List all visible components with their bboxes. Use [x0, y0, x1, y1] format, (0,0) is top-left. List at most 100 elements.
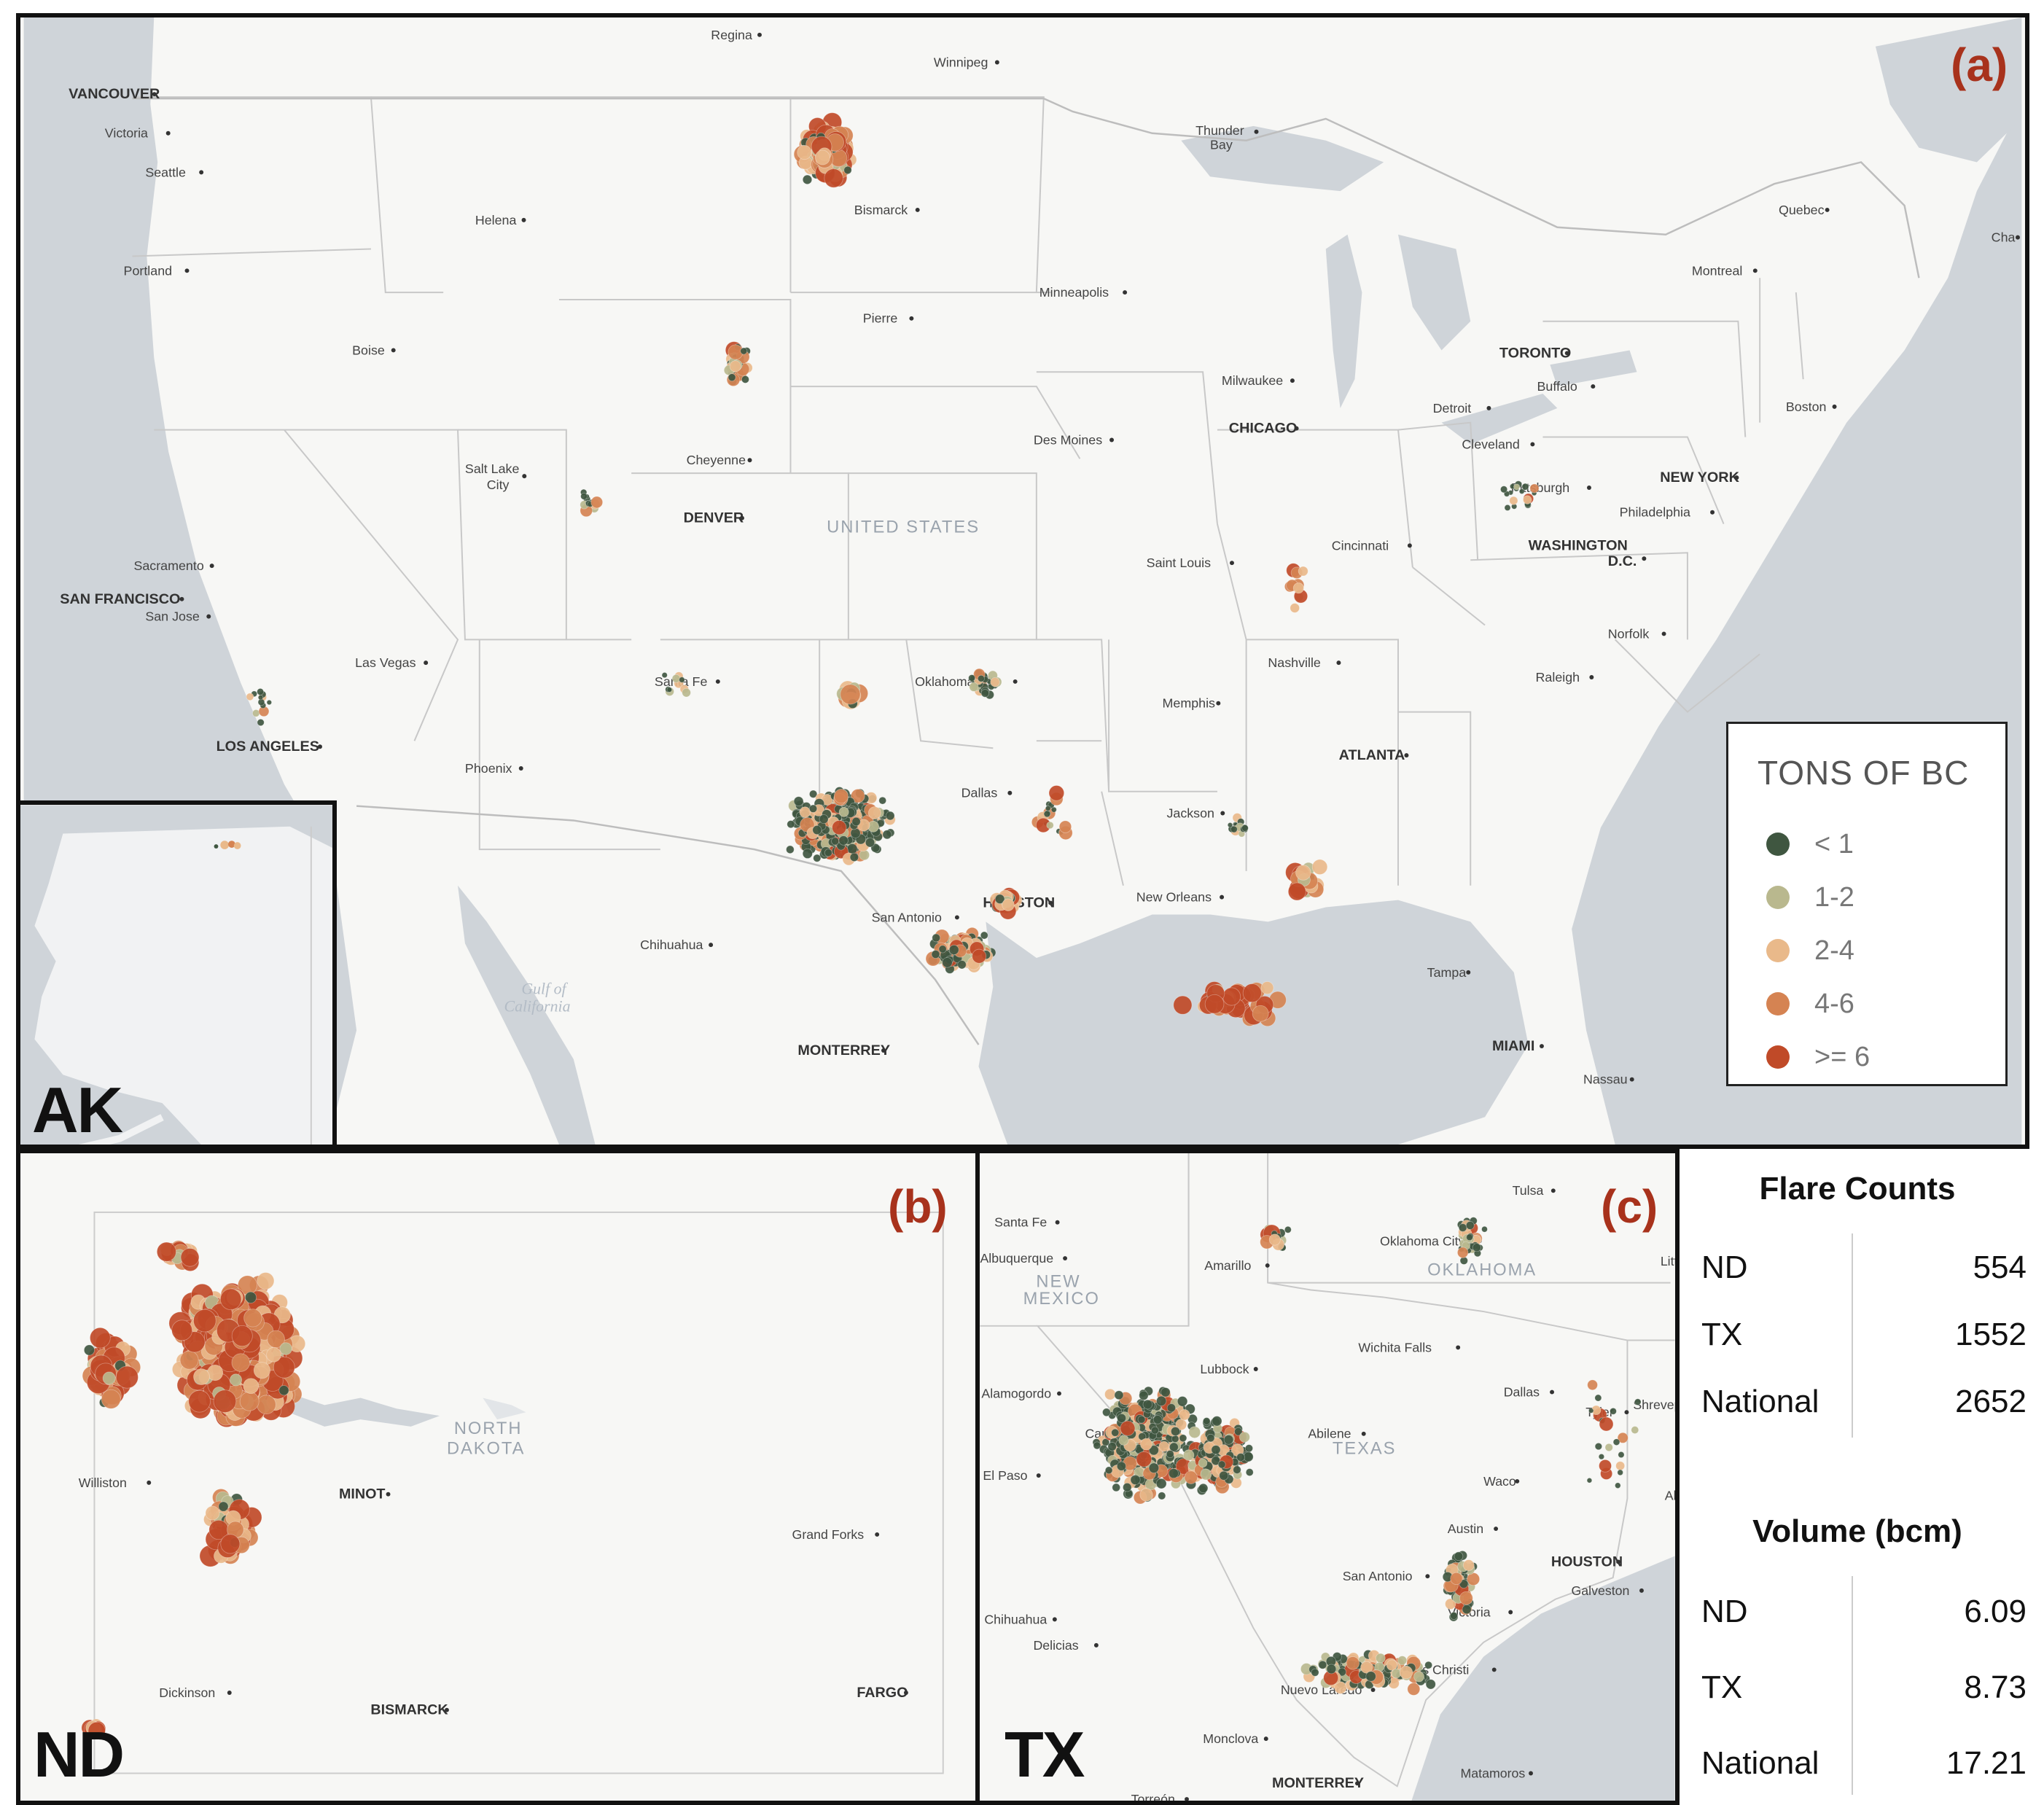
flare-point [1360, 1661, 1373, 1674]
city-marker [318, 744, 322, 749]
city-label: Waco [1483, 1474, 1516, 1489]
flare-point [1407, 1683, 1421, 1696]
city-label: Boise [352, 343, 385, 357]
flare-point [1140, 1438, 1152, 1451]
flare-point [1604, 1443, 1613, 1452]
flare-point [1156, 1395, 1167, 1406]
flare-point [819, 814, 829, 824]
north-dakota-map[interactable]: Williston MINOT Grand Forks Dickinson BISMAR… [20, 1153, 975, 1801]
city-label: Chihuahua [640, 937, 703, 952]
flare-point [1290, 603, 1300, 613]
lake-michigan [1325, 234, 1362, 408]
flare-point [1365, 1671, 1376, 1682]
city-marker [1529, 1771, 1533, 1776]
city-marker [747, 458, 752, 463]
flare-point [813, 854, 822, 862]
legend-item: >= 6 [1766, 1039, 1870, 1075]
flare-point [885, 811, 895, 821]
flare-point [802, 174, 813, 185]
city-marker [1825, 207, 1830, 212]
city-label: Des Moines [1034, 432, 1102, 447]
city-label: D.C. [1608, 553, 1637, 569]
city-label: Santa Fe [994, 1215, 1047, 1230]
city-label: Cincinnati [1332, 538, 1389, 553]
flare-point [1152, 1415, 1163, 1424]
flare-point [257, 1272, 275, 1290]
city-label: Williston [79, 1475, 127, 1490]
flare-point [1166, 1403, 1177, 1413]
flare-point [1295, 865, 1311, 881]
row-key: TX [1701, 1317, 1743, 1352]
gulf-of-california [458, 885, 596, 1145]
flare-point [831, 837, 840, 846]
city-marker [1710, 510, 1715, 515]
city-marker [386, 1492, 391, 1497]
city-label: Memphis [1163, 696, 1216, 711]
flare-point [840, 684, 861, 705]
city-marker [1752, 268, 1758, 273]
flare-point [244, 1291, 257, 1303]
row-value: 554 [1973, 1250, 2027, 1285]
city-label: SAN FRANCISCO [60, 591, 180, 607]
city-marker [522, 474, 527, 479]
legend-item: 2-4 [1766, 932, 1854, 969]
flare-point [786, 845, 795, 854]
flare-point [1458, 1223, 1467, 1232]
flare-counts-title: Flare Counts [1759, 1171, 1956, 1206]
gulf-coast-water [1411, 1556, 1675, 1801]
flare-point [1386, 1659, 1398, 1671]
city-marker [227, 1691, 232, 1695]
flare-point [1456, 1247, 1469, 1258]
city-label: Helena [475, 213, 517, 227]
city-marker [1539, 1044, 1544, 1049]
flare-point [1239, 1431, 1250, 1443]
city-label: MONTERREY [1272, 1775, 1364, 1791]
flare-point [1179, 1434, 1187, 1443]
flare-point [994, 894, 1005, 904]
flare-point [180, 1247, 200, 1267]
city-label: Nassau [1583, 1072, 1628, 1087]
region-tag-tx: TX [1005, 1718, 1085, 1790]
flare-point [1118, 1435, 1129, 1446]
flare-point [1148, 1445, 1159, 1456]
north-dakota-panel: Williston MINOT Grand Forks Dickinson BISMAR… [16, 1149, 980, 1805]
city-label: Raleigh [1536, 670, 1580, 685]
flare-point [171, 1319, 193, 1341]
city-marker [1220, 811, 1225, 816]
flare-point [797, 145, 812, 160]
flare-point [740, 347, 748, 355]
row-value: 6.09 [1964, 1594, 2027, 1629]
flare-point [1123, 1482, 1132, 1492]
city-label: Matamoros [1461, 1766, 1526, 1780]
city-marker [881, 1048, 886, 1053]
alaska-map[interactable] [20, 805, 332, 1149]
city-marker [740, 515, 744, 521]
city-marker [1550, 1389, 1554, 1395]
city-marker [1550, 1188, 1556, 1193]
flare-point [1139, 1488, 1153, 1502]
city-label: Austin [1448, 1521, 1483, 1536]
flare-point [580, 492, 588, 500]
city-label: HOUSTON [1551, 1553, 1623, 1570]
city-marker [1564, 351, 1569, 356]
legend-item-label: 1-2 [1814, 881, 1854, 913]
flare-point [1241, 824, 1249, 832]
flare-point [1058, 820, 1072, 833]
flare-point [266, 699, 272, 706]
country-label: UNITED STATES [827, 518, 980, 537]
flare-point [1158, 1441, 1170, 1452]
flare-point [1242, 983, 1262, 1003]
flare-point [980, 931, 988, 940]
city-label: Boston [1786, 399, 1827, 414]
texas-map[interactable]: Santa Fe Tulsa Albuquerque Amarillo Oklahoma… [980, 1153, 1675, 1801]
alaska-land [34, 826, 332, 1145]
nd-state-outline [93, 1211, 944, 1774]
flare-point [1202, 1417, 1211, 1425]
flare-point [1284, 1225, 1292, 1233]
hudson-bay [1875, 17, 2022, 163]
flare-point [1399, 1665, 1413, 1680]
national-map[interactable]: Regina Winnipeg VANCOUVER Victoria Seattle Po… [20, 17, 2025, 1145]
flare-point [1184, 1470, 1198, 1484]
flare-point [1252, 1005, 1269, 1022]
flare-point [1045, 805, 1051, 811]
